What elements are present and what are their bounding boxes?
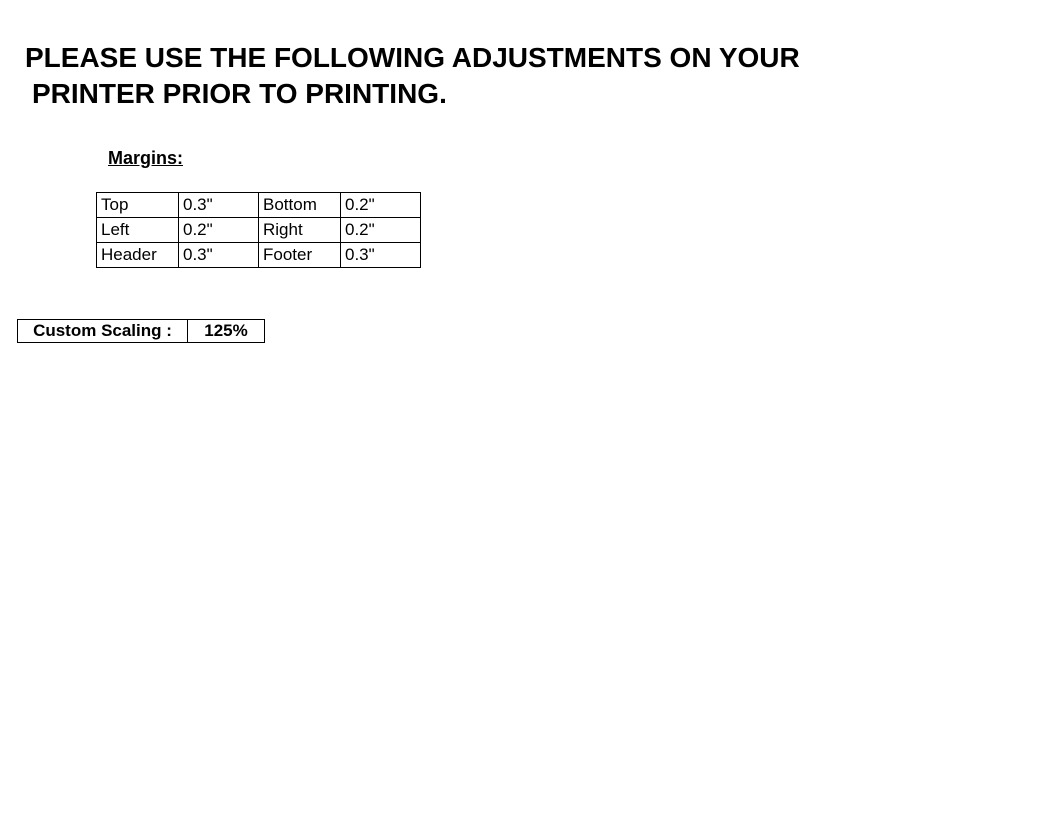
margin-left-label: Left (97, 218, 179, 243)
margin-bottom-label: Bottom (259, 193, 341, 218)
table-row: Top 0.3" Bottom 0.2" (97, 193, 421, 218)
table-row: Left 0.2" Right 0.2" (97, 218, 421, 243)
margin-left-value: 0.2" (179, 218, 259, 243)
page-heading-line1: PLEASE USE THE FOLLOWING ADJUSTMENTS ON … (25, 38, 800, 77)
margins-section-label: Margins: (108, 148, 183, 169)
table-row: Custom Scaling : 125% (18, 320, 265, 343)
margin-bottom-value: 0.2" (341, 193, 421, 218)
page-heading-line2: PRINTER PRIOR TO PRINTING. (32, 78, 447, 110)
margin-header-value: 0.3" (179, 243, 259, 268)
margin-header-label: Header (97, 243, 179, 268)
scaling-value: 125% (188, 320, 265, 343)
scaling-label: Custom Scaling : (18, 320, 188, 343)
table-row: Header 0.3" Footer 0.3" (97, 243, 421, 268)
margin-footer-label: Footer (259, 243, 341, 268)
margin-right-label: Right (259, 218, 341, 243)
margin-top-value: 0.3" (179, 193, 259, 218)
margin-top-label: Top (97, 193, 179, 218)
margin-right-value: 0.2" (341, 218, 421, 243)
margin-footer-value: 0.3" (341, 243, 421, 268)
margins-table: Top 0.3" Bottom 0.2" Left 0.2" Right 0.2… (96, 192, 421, 268)
scaling-table: Custom Scaling : 125% (17, 319, 265, 343)
